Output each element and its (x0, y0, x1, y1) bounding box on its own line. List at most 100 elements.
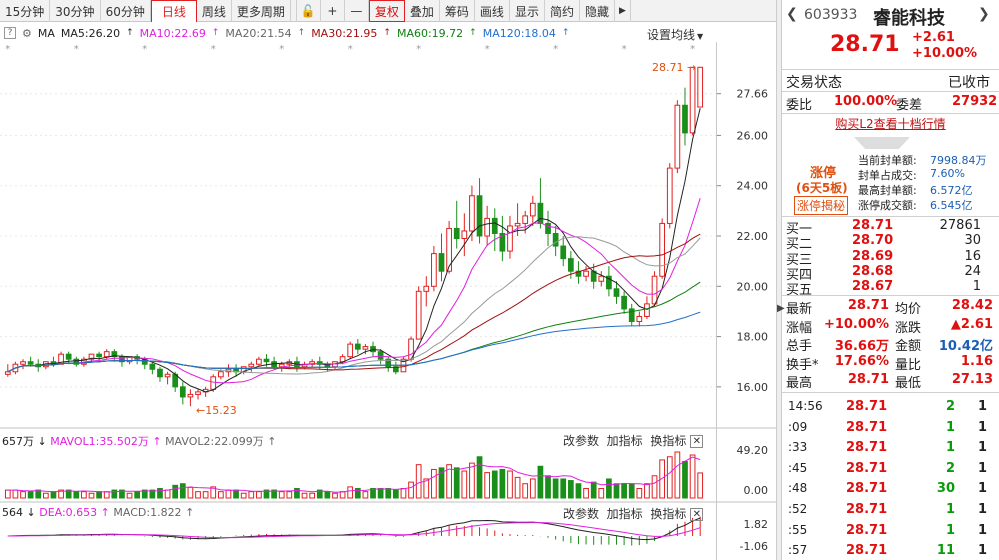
candle-body[interactable] (20, 361, 26, 365)
limit-up-reveal-button[interactable]: 涨停揭秘 (794, 196, 849, 215)
event-marker[interactable]: * (690, 44, 695, 55)
candle-body[interactable] (560, 245, 567, 260)
candle-body[interactable] (606, 275, 612, 290)
set-ma-button[interactable]: 设置均线 ▼ (647, 26, 703, 43)
candle-body[interactable] (377, 351, 384, 360)
hide-button[interactable]: 隐藏 (580, 0, 615, 22)
more-periods[interactable]: 更多周期 (232, 0, 291, 22)
candle-body[interactable] (644, 303, 650, 317)
candle-body[interactable] (392, 366, 399, 373)
event-marker[interactable]: * (553, 44, 558, 55)
candle-body[interactable] (248, 363, 255, 368)
period-daily[interactable]: 日线 (150, 0, 197, 22)
candle-body[interactable] (575, 270, 582, 277)
candle-body[interactable] (256, 358, 262, 365)
candle-body[interactable] (666, 167, 673, 224)
simple-button[interactable]: 简约 (545, 0, 580, 22)
candle-body[interactable] (217, 371, 224, 378)
period-15m[interactable]: 15分钟 (0, 0, 51, 22)
candle-body[interactable] (621, 295, 627, 310)
restoration-button[interactable]: 复权 (368, 0, 405, 22)
vol-add-indicator-button[interactable]: 加指标 (606, 434, 643, 448)
gear-icon[interactable]: ⚙ (22, 26, 32, 40)
help-icon[interactable]: ? (4, 27, 16, 39)
draw-button[interactable]: 画线 (475, 0, 510, 22)
bid-row[interactable]: 买一 28.71 27861 (782, 218, 999, 237)
candle-body[interactable] (195, 391, 201, 395)
period-30m[interactable]: 30分钟 (50, 0, 101, 22)
overlay-button[interactable]: 叠加 (405, 0, 440, 22)
candle-body[interactable] (164, 373, 171, 378)
macd-add-indicator-button[interactable]: 加指标 (606, 507, 643, 521)
candle-body[interactable] (507, 225, 513, 252)
candle-body[interactable] (537, 202, 544, 224)
period-weekly[interactable]: 周线 (197, 0, 232, 22)
candle-body[interactable] (682, 104, 688, 134)
candle-body[interactable] (476, 195, 483, 237)
event-marker[interactable]: * (622, 44, 627, 55)
candle-body[interactable] (438, 253, 445, 272)
bid-row[interactable]: 买二 28.70 30 (782, 233, 999, 252)
candle-body[interactable] (210, 376, 217, 390)
event-marker[interactable]: * (348, 44, 353, 55)
macd-param-button[interactable]: 改参数 (563, 507, 600, 521)
candle-body[interactable] (347, 343, 354, 358)
candle-body[interactable] (545, 222, 551, 234)
period-60m[interactable]: 60分钟 (101, 0, 151, 22)
candle-body[interactable] (423, 285, 430, 292)
candle-body[interactable] (446, 227, 452, 272)
candle-body[interactable] (636, 315, 643, 322)
candle-body[interactable] (651, 275, 658, 305)
close-icon[interactable]: ✕ (690, 508, 704, 521)
candle-body[interactable] (111, 351, 118, 358)
bid-row[interactable]: 买四 28.68 24 (782, 264, 999, 283)
plus-icon[interactable]: + (321, 0, 345, 22)
candle-body[interactable] (469, 195, 475, 232)
candle-body[interactable] (598, 275, 605, 282)
candle-body[interactable] (613, 288, 620, 297)
candle-body[interactable] (149, 363, 156, 370)
collapse-arrow-icon[interactable]: ▶ (777, 303, 785, 314)
kline-chart[interactable]: * * * * * * * * * * * 27.66 26.00 24.00 22.00 20.00 18.… (0, 42, 776, 560)
candle-body[interactable] (88, 353, 95, 360)
macd-switch-indicator-button[interactable]: 换指标 (650, 507, 687, 521)
candle-body[interactable] (179, 386, 186, 398)
candle-body[interactable] (96, 353, 102, 358)
bid-row[interactable]: 买五 28.67 1 (782, 279, 999, 298)
vol-switch-indicator-button[interactable]: 换指标 (650, 434, 687, 448)
candle-body[interactable] (415, 290, 422, 340)
candle-body[interactable] (689, 66, 696, 134)
candle-body[interactable] (385, 358, 392, 368)
scroll-right-icon[interactable]: ▶ (615, 0, 631, 22)
candle-body[interactable] (263, 358, 270, 363)
candle-body[interactable] (103, 351, 110, 358)
candle-body[interactable] (157, 368, 163, 378)
l2-link[interactable]: 购买L2查看十档行情 (835, 117, 946, 131)
event-marker[interactable]: * (74, 44, 79, 55)
candle-body[interactable] (316, 361, 323, 365)
candle-body[interactable] (529, 202, 536, 217)
event-marker[interactable]: * (142, 44, 147, 55)
close-icon[interactable]: ✕ (690, 435, 704, 448)
candle-body[interactable] (552, 232, 559, 247)
prev-stock-icon[interactable]: ❮ (786, 6, 798, 22)
candle-body[interactable] (499, 232, 506, 252)
candle-body[interactable] (73, 358, 80, 365)
candle-body[interactable] (309, 361, 316, 365)
display-button[interactable]: 显示 (510, 0, 545, 22)
candle-body[interactable] (659, 222, 666, 277)
candle-body[interactable] (58, 353, 64, 365)
next-stock-icon[interactable]: ❯ (978, 6, 990, 22)
candle-body[interactable] (491, 217, 498, 234)
candle-body[interactable] (461, 230, 468, 240)
candle-body[interactable] (567, 258, 574, 272)
event-marker[interactable]: * (279, 44, 284, 55)
bid-row[interactable]: 买三 28.69 16 (782, 249, 999, 268)
candle-body[interactable] (187, 393, 194, 398)
candle-body[interactable] (522, 215, 529, 224)
event-marker[interactable]: * (416, 44, 421, 55)
candle-body[interactable] (354, 343, 361, 350)
candle-body[interactable] (484, 217, 491, 237)
candle-body[interactable] (453, 227, 460, 240)
event-marker[interactable]: * (211, 44, 216, 55)
